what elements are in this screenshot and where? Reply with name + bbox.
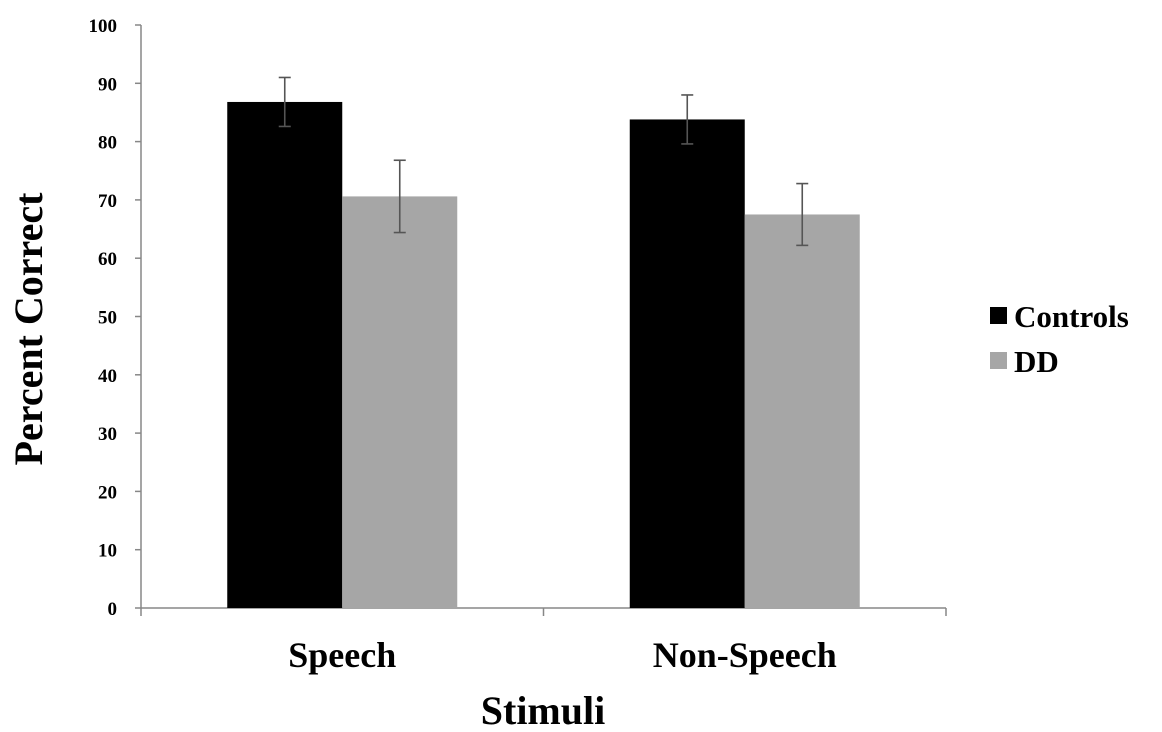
- category-label: Speech: [288, 635, 396, 675]
- y-axis-title: Percent Correct: [6, 192, 51, 465]
- bar-dd-non-speech: [744, 214, 860, 608]
- bar-controls-non-speech: [629, 119, 745, 609]
- bar-controls-speech: [227, 101, 343, 609]
- legend-swatch-controls: [990, 307, 1007, 324]
- y-tick-label: 30: [98, 424, 117, 445]
- error-bar: [393, 159, 406, 234]
- y-ticks: 0 10 20 30 40 50 60 70 80 90 100: [89, 16, 141, 620]
- y-tick-label: 50: [98, 308, 117, 329]
- bar-dd-speech: [342, 196, 458, 609]
- error-bar: [681, 94, 694, 145]
- error-bar: [796, 182, 809, 247]
- y-tick-label: 10: [98, 541, 117, 562]
- x-ticks: [140, 608, 947, 616]
- y-tick-label: 60: [98, 249, 117, 270]
- y-tick-label: 40: [98, 366, 117, 387]
- y-tick-label: 90: [98, 74, 117, 95]
- category-label: Non-Speech: [653, 635, 837, 675]
- y-tick-label: 100: [89, 16, 118, 37]
- legend: Controls DD: [990, 299, 1129, 379]
- y-tick-label: 70: [98, 191, 117, 212]
- legend-label-dd: DD: [1014, 344, 1059, 379]
- category-labels: Speech Non-Speech: [288, 635, 837, 675]
- error-bar: [278, 76, 291, 128]
- error-bars: [278, 76, 809, 247]
- y-axis: 0 10 20 30 40 50 60 70 80 90 100: [89, 16, 142, 620]
- legend-label-controls: Controls: [1014, 299, 1129, 334]
- bars: [227, 101, 860, 609]
- y-tick-label: 0: [108, 599, 118, 620]
- y-tick-label: 80: [98, 133, 117, 154]
- legend-swatch-dd: [990, 352, 1007, 369]
- x-axis-title: Stimuli: [481, 688, 605, 732]
- x-axis: [140, 607, 947, 616]
- y-tick-label: 20: [98, 482, 117, 503]
